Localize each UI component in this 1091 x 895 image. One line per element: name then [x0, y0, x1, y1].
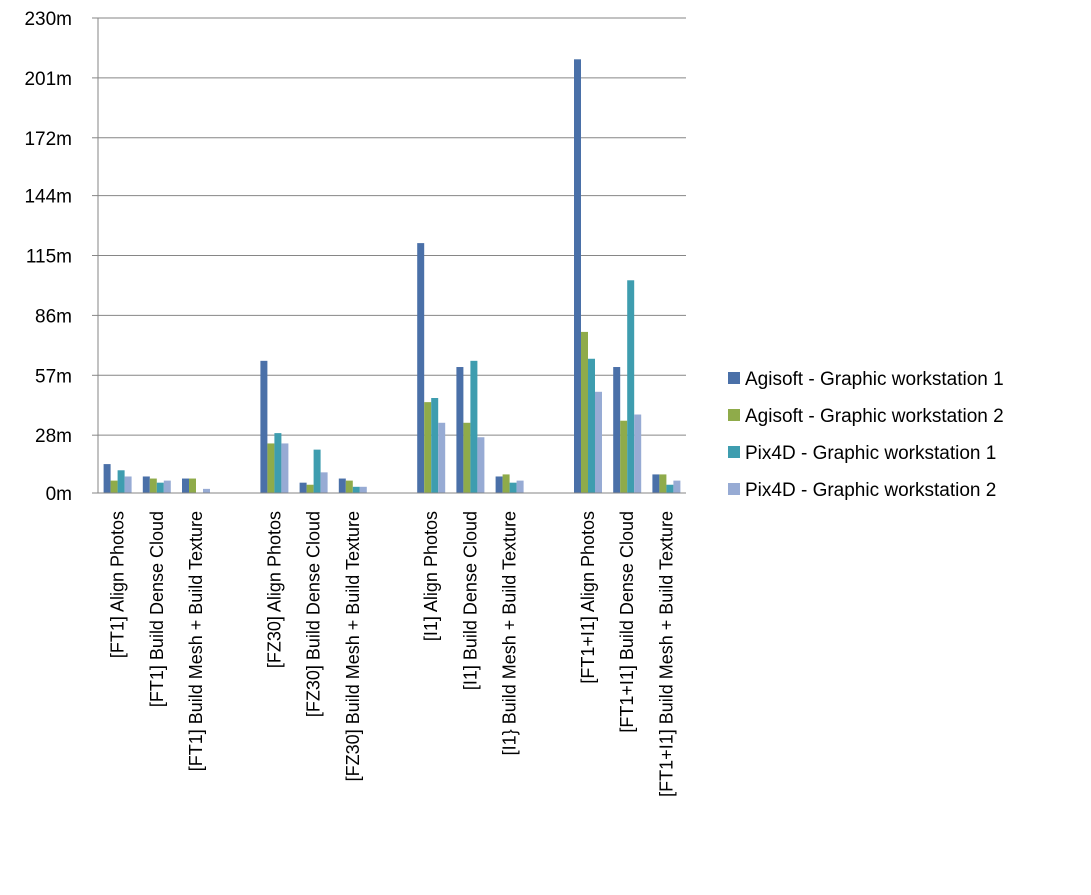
bar — [110, 480, 118, 493]
legend-label: Pix4D - Graphic workstation 1 — [745, 443, 996, 464]
bar — [124, 476, 132, 493]
bar — [634, 414, 642, 493]
bar — [338, 478, 346, 493]
bar — [673, 480, 681, 493]
y-tick-label: 0m — [46, 484, 72, 505]
bar — [627, 280, 635, 493]
x-category-label: [I1} Build Mesh + Build Texture — [500, 511, 520, 755]
legend-label: Agisoft - Graphic workstation 1 — [745, 369, 1004, 390]
bar — [620, 420, 628, 493]
bar — [203, 488, 210, 493]
legend: Agisoft - Graphic workstation 1 Agisoft -… — [728, 369, 1004, 501]
bar — [516, 480, 524, 493]
bar — [189, 478, 196, 493]
bar — [149, 478, 157, 493]
bar — [260, 360, 268, 493]
bar — [470, 360, 478, 493]
bar — [595, 391, 602, 493]
y-tick-label: 86m — [35, 306, 72, 327]
bar — [438, 422, 446, 493]
bar — [456, 367, 464, 493]
bar — [274, 433, 282, 493]
x-category-label: [FT1] Build Dense Cloud — [147, 511, 167, 707]
legend-swatch — [728, 372, 740, 384]
bar — [182, 478, 189, 493]
y-tick-label: 230m — [24, 9, 72, 30]
axes — [92, 17, 686, 494]
x-category-label: [I1] Build Dense Cloud — [460, 511, 480, 690]
bar — [502, 474, 510, 493]
bar — [142, 476, 150, 493]
bar — [417, 243, 425, 493]
legend-swatch — [728, 409, 740, 421]
bar — [613, 367, 621, 493]
bar — [666, 484, 674, 493]
bar — [156, 482, 164, 493]
x-category-label: [FZ30] Build Mesh + Build Texture — [343, 511, 363, 781]
x-category-label: [FT1+I1] Build Mesh + Build Texture — [656, 511, 676, 797]
legend-label: Pix4D - Graphic workstation 2 — [745, 480, 996, 501]
bar — [313, 449, 321, 493]
x-category-label: [FT1] Build Mesh + Build Texture — [186, 511, 206, 771]
bar — [306, 484, 314, 493]
bar — [267, 443, 275, 493]
legend-swatch — [728, 446, 740, 458]
gridlines — [98, 17, 686, 436]
y-tick-label: 144m — [24, 187, 72, 208]
x-category-label: [FT1+I1] Build Dense Cloud — [617, 511, 637, 733]
bar — [659, 474, 667, 493]
y-tick-labels: 0m 28m 57m 86m 115m 144m 172m 201m 230m — [24, 9, 72, 505]
x-category-label: [FT1] Align Photos — [108, 511, 128, 658]
y-tick-label: 57m — [35, 366, 72, 387]
bar — [652, 474, 660, 493]
bar — [103, 464, 111, 493]
y-tick-label: 28m — [35, 426, 72, 447]
bar — [495, 476, 503, 493]
bar — [424, 402, 432, 493]
bar — [574, 59, 581, 493]
bar — [463, 422, 471, 493]
bar — [581, 331, 588, 493]
x-category-label: [I1] Align Photos — [421, 511, 441, 641]
x-category-label: [FZ30] Build Dense Cloud — [304, 511, 324, 717]
bar — [477, 437, 485, 493]
bar — [320, 472, 328, 493]
bar — [281, 443, 289, 493]
y-tick-label: 201m — [24, 69, 72, 90]
bar — [345, 480, 353, 493]
bar — [117, 470, 125, 493]
x-category-label: [FT1+I1] Align Photos — [578, 511, 598, 684]
bar — [509, 482, 517, 493]
bar — [359, 486, 367, 493]
x-category-label: [FZ30] Align Photos — [264, 511, 284, 668]
x-category-labels: [FT1] Align Photos [FT1] Build Dense Clou… — [108, 511, 677, 797]
legend-label: Agisoft - Graphic workstation 2 — [745, 406, 1004, 427]
bar — [431, 398, 439, 493]
y-tick-label: 115m — [26, 247, 72, 268]
bars — [103, 59, 681, 493]
bar — [352, 486, 360, 493]
bar — [299, 482, 307, 493]
legend-swatch — [728, 483, 740, 495]
y-tick-label: 172m — [24, 129, 72, 150]
bar — [163, 480, 171, 493]
bar — [588, 358, 595, 493]
